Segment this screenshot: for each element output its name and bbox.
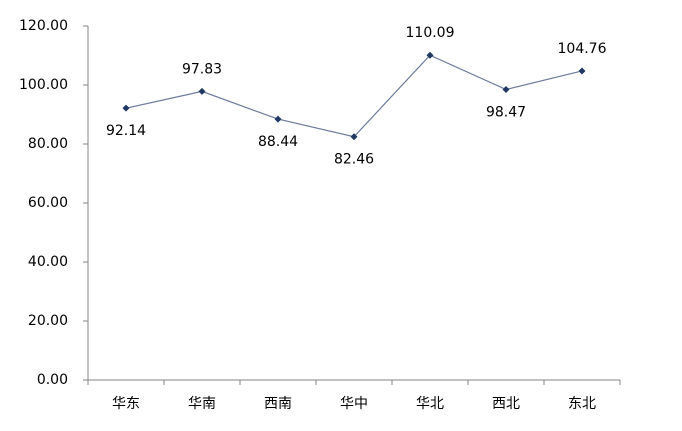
marker [502, 86, 510, 94]
marker [350, 133, 358, 141]
data-label: 82.46 [334, 152, 374, 168]
data-label: 97.83 [182, 61, 222, 77]
data-label: 98.47 [486, 105, 526, 121]
marker [198, 87, 206, 95]
x-tick-label: 西北 [492, 396, 520, 412]
marker [578, 67, 586, 75]
x-tick-label: 华中 [340, 396, 368, 412]
data-label: 104.76 [558, 41, 607, 57]
x-tick-label: 华南 [188, 396, 216, 412]
x-tick-label: 西南 [264, 396, 292, 412]
marker [426, 51, 434, 59]
y-tick-label: 40.00 [28, 254, 68, 270]
marker [122, 104, 130, 112]
x-tick-label: 华东 [112, 396, 140, 412]
y-tick-label: 20.00 [28, 313, 68, 329]
y-tick-label: 60.00 [28, 195, 68, 211]
x-tick-label: 华北 [416, 396, 444, 412]
y-tick-label: 100.00 [19, 77, 68, 93]
x-tick-label: 东北 [568, 396, 596, 412]
marker [274, 115, 282, 123]
y-tick-label: 120.00 [19, 18, 68, 34]
data-label: 110.09 [406, 25, 455, 41]
y-tick-label: 80.00 [28, 136, 68, 152]
y-tick-label: 0.00 [37, 372, 68, 388]
data-label: 88.44 [258, 134, 298, 150]
data-label: 92.14 [106, 123, 146, 139]
